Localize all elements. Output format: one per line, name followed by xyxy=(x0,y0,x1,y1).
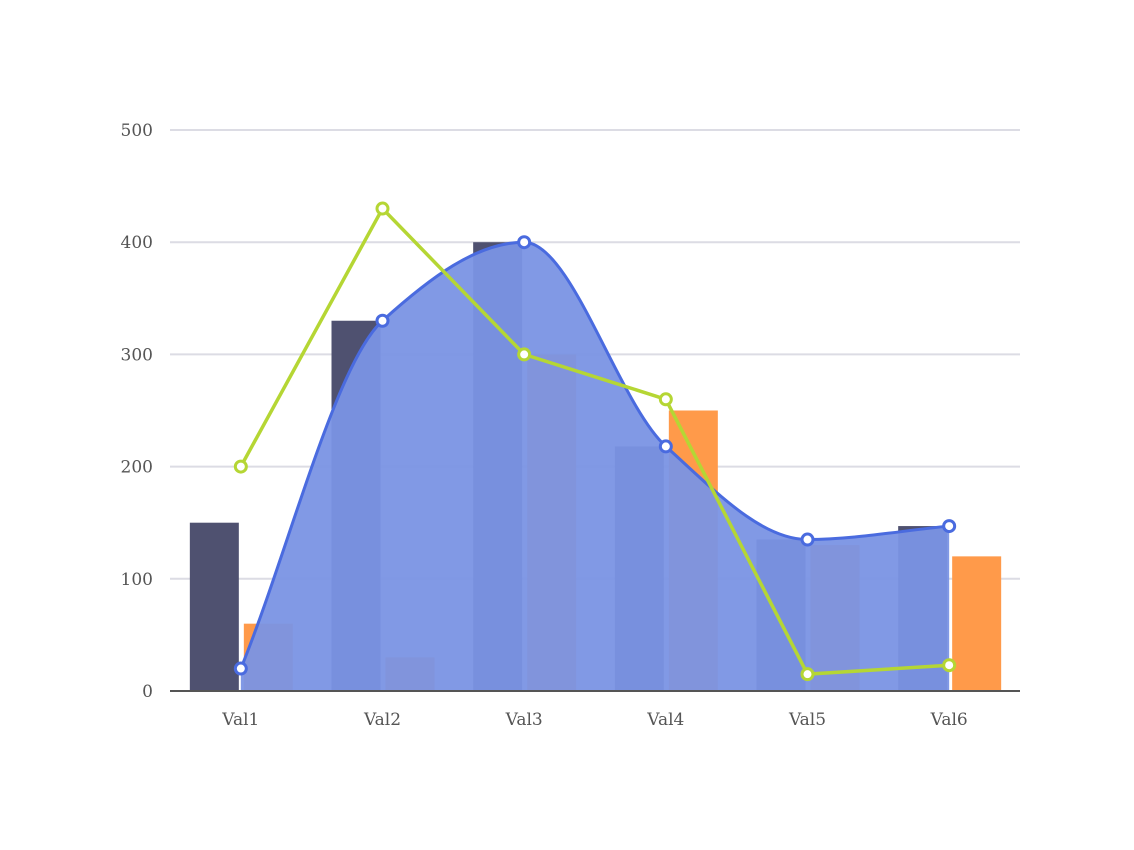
area-series xyxy=(233,235,957,691)
area-point xyxy=(233,661,248,676)
line-series xyxy=(233,201,957,682)
line-point xyxy=(942,658,957,673)
y-tick-label: 200 xyxy=(121,458,153,478)
x-tick-label: Val2 xyxy=(363,710,401,730)
x-tick-label: Val1 xyxy=(221,710,259,730)
y-tick-label: 500 xyxy=(121,121,153,141)
x-tick-label: Val3 xyxy=(505,710,543,730)
line-point xyxy=(375,201,390,216)
y-tick-label: 400 xyxy=(121,233,153,253)
area-point xyxy=(375,313,390,328)
line-path xyxy=(239,205,950,676)
line-point xyxy=(658,392,673,407)
x-tick-label: Val5 xyxy=(788,710,826,730)
bar xyxy=(952,556,1002,691)
area-fill xyxy=(240,242,950,691)
line-point xyxy=(517,347,532,362)
line-point xyxy=(800,667,815,682)
area-point xyxy=(942,519,957,534)
axis-labels: 0 100 200 300 400 500 Val1 Val2 Val3 Val4 Val5 Val6 xyxy=(121,121,968,730)
y-tick-label: 100 xyxy=(121,570,153,590)
area-point xyxy=(658,439,673,454)
y-tick-label: 300 xyxy=(121,345,153,365)
y-tick-label: 0 xyxy=(142,682,153,702)
x-tick-label: Val4 xyxy=(646,710,684,730)
area-point xyxy=(517,235,532,250)
bar xyxy=(189,522,239,691)
x-tick-label: Val6 xyxy=(930,710,968,730)
area-point xyxy=(800,532,815,547)
line-point xyxy=(233,459,248,474)
